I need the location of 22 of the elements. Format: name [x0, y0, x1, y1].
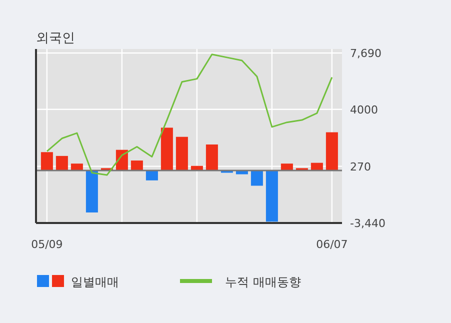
legend-label: 누적 매매동향 [225, 275, 301, 289]
bar [130, 160, 143, 170]
bar [40, 152, 53, 170]
legend-label: 일별매매 [71, 275, 119, 289]
line-series [46, 54, 333, 176]
bar [56, 156, 68, 170]
bar [206, 144, 218, 170]
y-tick-label: -3,440 [350, 217, 386, 230]
y-tick-label: 7,690 [350, 47, 382, 60]
x-tick-label: 05/09 [31, 238, 63, 251]
bar [86, 170, 98, 212]
bar [326, 132, 338, 170]
y-tick-label: 4000 [350, 103, 378, 116]
bar [176, 136, 188, 170]
bar [146, 170, 158, 180]
bar [250, 170, 263, 186]
bar [266, 170, 278, 222]
x-tick-label: 06/07 [316, 238, 348, 251]
chart-title: 외국인 [36, 31, 75, 46]
bar [236, 170, 248, 174]
y-tick-label: 270 [350, 160, 371, 174]
bar [160, 128, 173, 170]
